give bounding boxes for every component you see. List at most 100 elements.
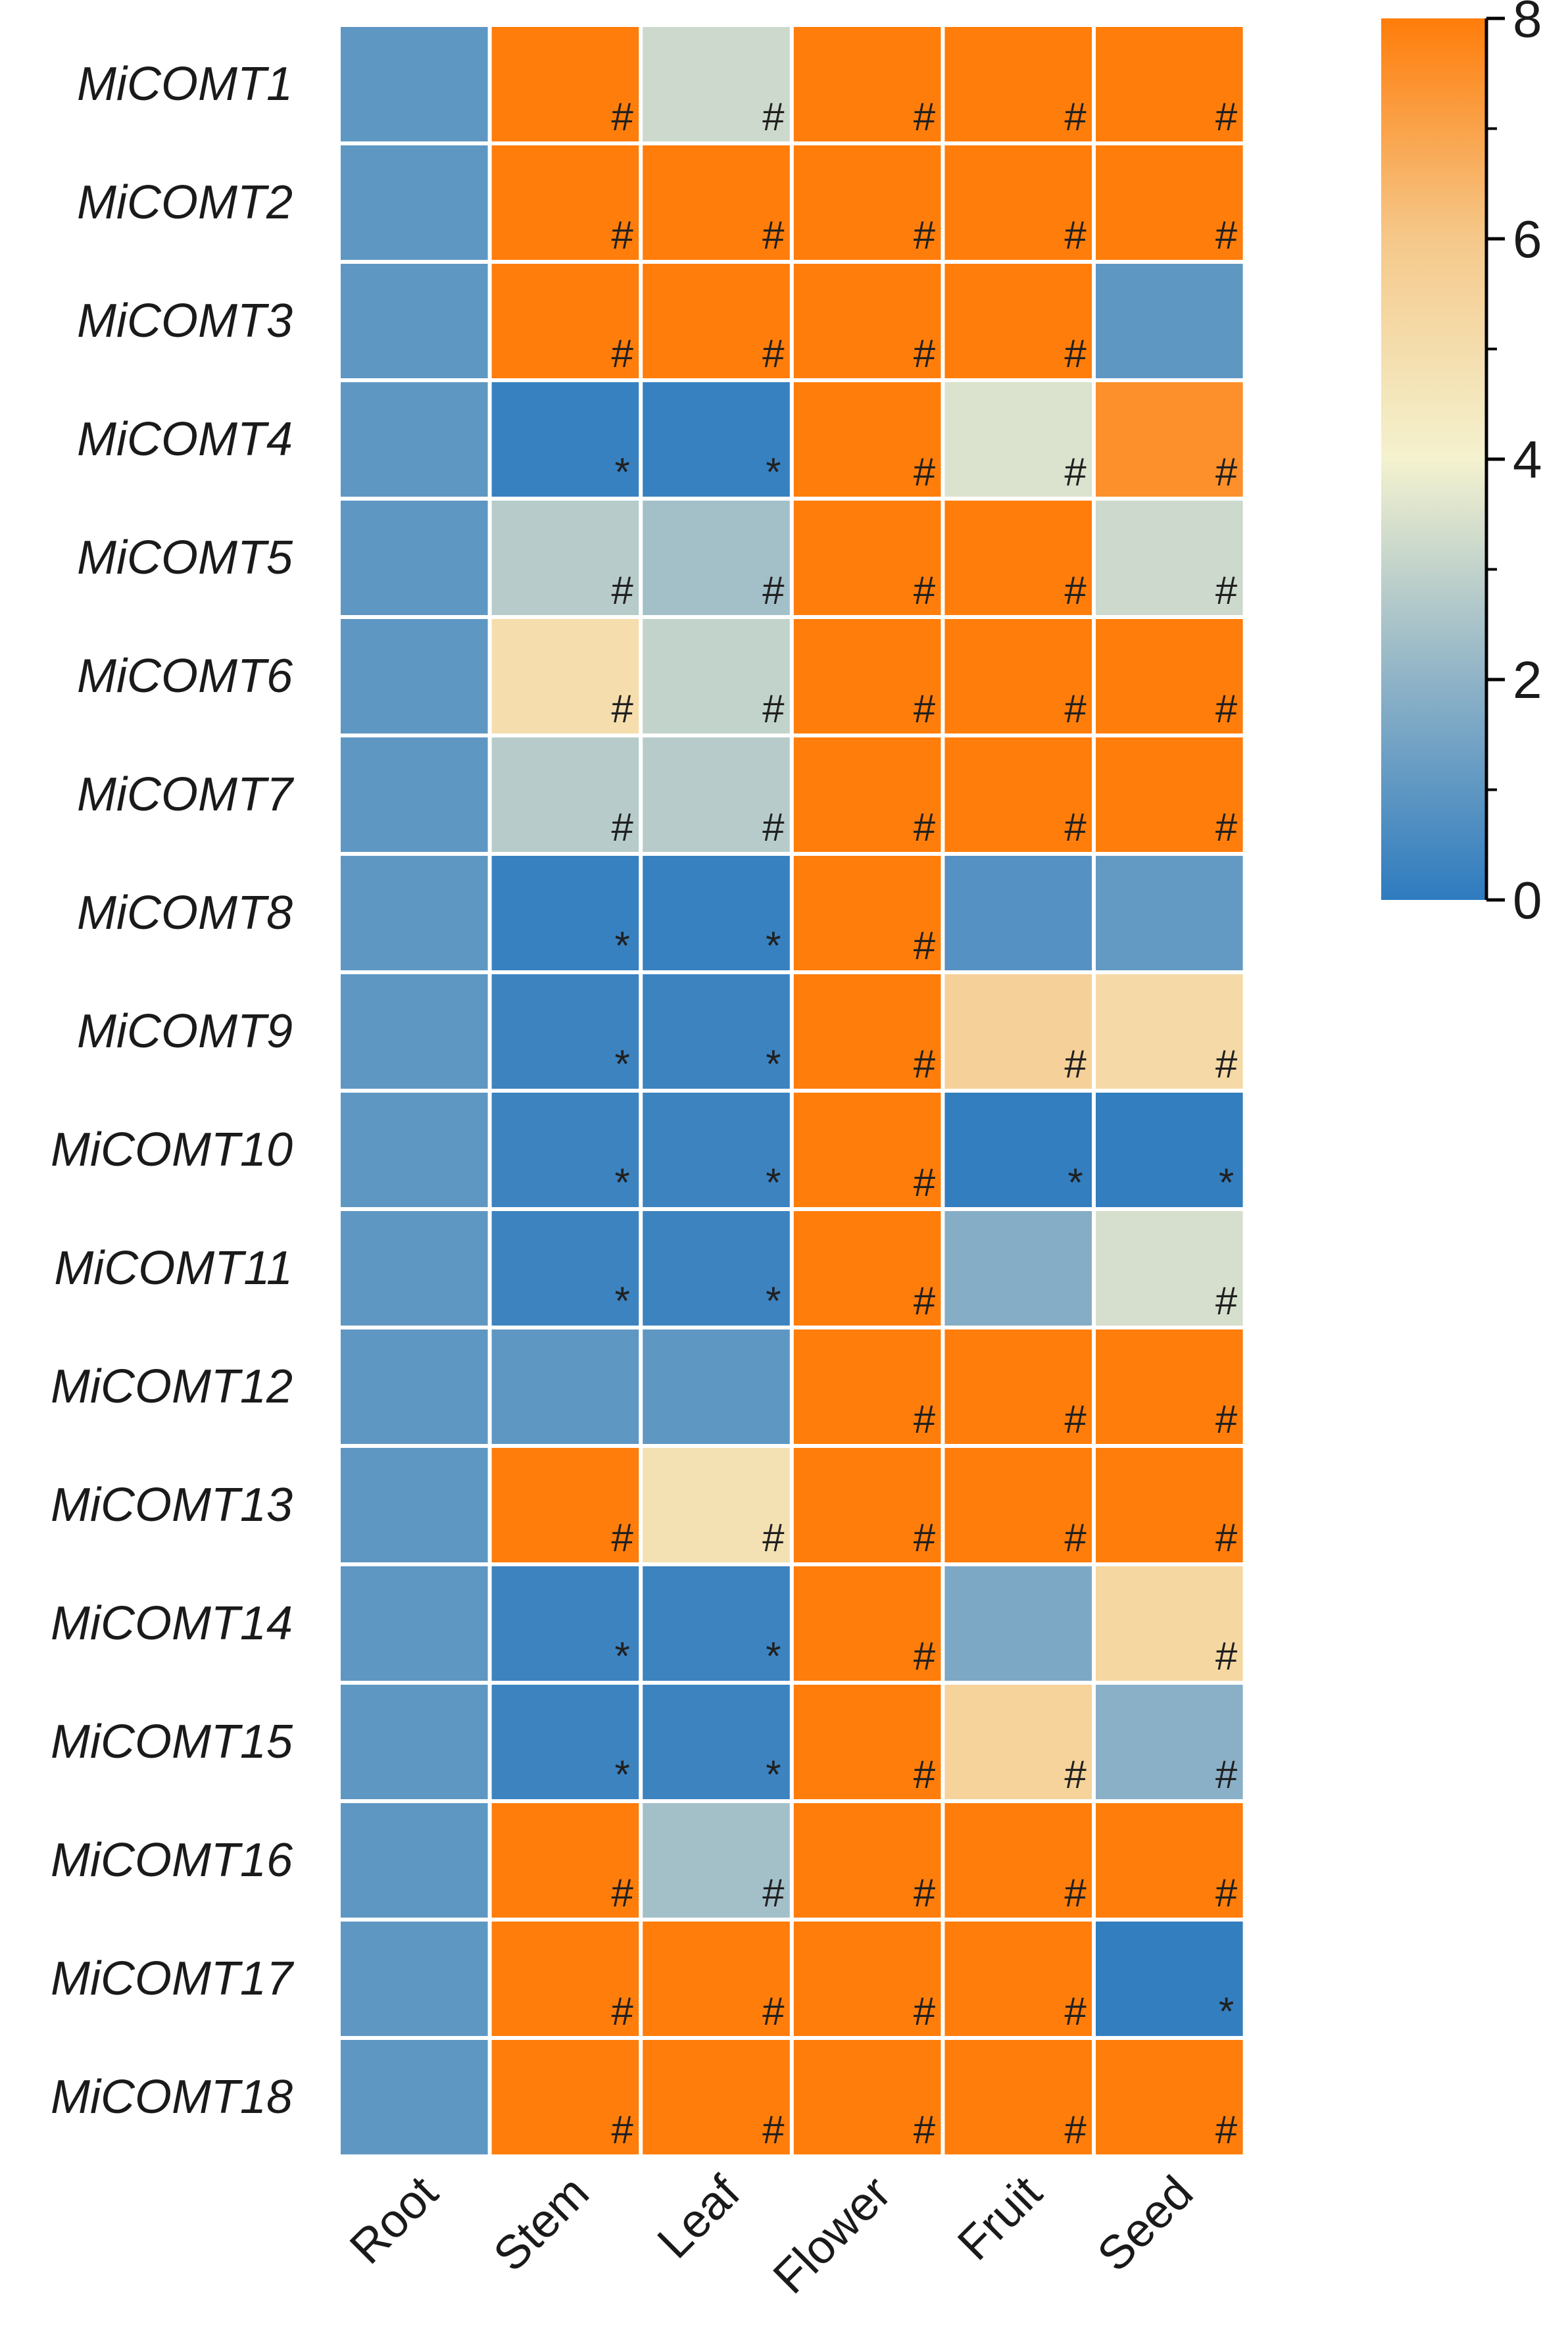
row-label-MiCOMT7: MiCOMT7	[77, 768, 295, 821]
cell-MiCOMT4-Seed	[1096, 382, 1243, 497]
mark-MiCOMT1-Stem: #	[612, 95, 634, 139]
cell-MiCOMT3-Seed	[1096, 264, 1243, 378]
mark-MiCOMT6-Stem: #	[612, 687, 634, 731]
cell-MiCOMT12-Fruit	[944, 1329, 1092, 1444]
colorbar-tick-label-2: 2	[1513, 651, 1542, 709]
cell-MiCOMT4-Fruit	[944, 382, 1092, 497]
cell-MiCOMT5-Root	[341, 501, 488, 615]
row-label-MiCOMT12: MiCOMT12	[51, 1360, 293, 1413]
cell-MiCOMT9-Flower	[793, 974, 941, 1089]
cell-MiCOMT12-Leaf	[643, 1329, 790, 1444]
cell-MiCOMT1-Stem	[491, 27, 639, 141]
cell-MiCOMT17-Leaf	[643, 1922, 790, 2036]
cell-MiCOMT8-Fruit	[944, 856, 1092, 970]
mark-MiCOMT7-Seed: #	[1215, 805, 1238, 849]
row-label-MiCOMT13: MiCOMT13	[51, 1479, 293, 1531]
mark-MiCOMT1-Fruit: #	[1064, 95, 1087, 139]
cell-MiCOMT9-Seed	[1096, 974, 1243, 1089]
cell-MiCOMT3-Root	[341, 264, 488, 378]
col-label-Leaf: Leaf	[648, 2166, 750, 2268]
cell-MiCOMT7-Stem	[491, 737, 639, 852]
mark-MiCOMT1-Leaf: #	[762, 95, 785, 139]
cell-MiCOMT6-Flower	[793, 619, 941, 733]
cell-MiCOMT6-Leaf	[643, 619, 790, 733]
colorbar-tick-label-8: 8	[1513, 0, 1542, 48]
mark-MiCOMT7-Flower: #	[914, 805, 936, 849]
mark-MiCOMT6-Seed: #	[1215, 687, 1238, 731]
mark-MiCOMT17-Leaf: #	[762, 1989, 785, 2033]
mark-MiCOMT11-Flower: #	[914, 1279, 936, 1323]
row-label-MiCOMT1: MiCOMT1	[77, 58, 293, 111]
cell-MiCOMT8-Stem	[491, 856, 639, 970]
cell-MiCOMT2-Leaf	[643, 145, 790, 260]
mark-MiCOMT6-Fruit: #	[1064, 687, 1087, 731]
mark-MiCOMT16-Leaf: #	[762, 1871, 785, 1915]
cell-MiCOMT3-Fruit	[944, 264, 1092, 378]
mark-MiCOMT3-Leaf: #	[762, 332, 785, 376]
cell-MiCOMT13-Fruit	[944, 1448, 1092, 1562]
cell-MiCOMT14-Flower	[793, 1566, 941, 1681]
cell-MiCOMT17-Root	[341, 1922, 488, 2036]
cell-MiCOMT12-Root	[341, 1329, 488, 1444]
mark-MiCOMT17-Seed: *	[1219, 1989, 1234, 2033]
row-label-MiCOMT18: MiCOMT18	[51, 2071, 293, 2123]
cell-MiCOMT4-Stem	[491, 382, 639, 497]
mark-MiCOMT15-Stem: *	[615, 1752, 630, 1797]
mark-MiCOMT6-Flower: #	[914, 687, 936, 731]
cell-MiCOMT16-Seed	[1096, 1803, 1243, 1918]
mark-MiCOMT15-Seed: #	[1215, 1752, 1238, 1797]
cell-MiCOMT18-Seed	[1096, 2040, 1243, 2154]
cell-MiCOMT10-Fruit	[944, 1093, 1092, 1207]
mark-MiCOMT11-Seed: #	[1215, 1279, 1238, 1323]
cell-MiCOMT5-Stem	[491, 501, 639, 615]
row-label-MiCOMT16: MiCOMT16	[51, 1834, 293, 1887]
cell-MiCOMT17-Fruit	[944, 1922, 1092, 2036]
cell-MiCOMT5-Seed	[1096, 501, 1243, 615]
mark-MiCOMT15-Leaf: *	[766, 1752, 781, 1797]
cell-MiCOMT9-Fruit	[944, 974, 1092, 1089]
cell-MiCOMT13-Stem	[491, 1448, 639, 1562]
mark-MiCOMT14-Seed: #	[1215, 1634, 1238, 1678]
mark-MiCOMT4-Leaf: *	[766, 450, 781, 494]
cell-MiCOMT1-Seed	[1096, 27, 1243, 141]
cell-MiCOMT8-Root	[341, 856, 488, 970]
col-label-Flower: Flower	[764, 2166, 901, 2304]
significance-marks: # # # # # # # # # # # # # # * * # # # # # # # # # # # # # # # # # # * * # * * #…	[612, 95, 1238, 2152]
colorbar-tick-label-6: 6	[1513, 210, 1542, 268]
cell-MiCOMT10-Stem	[491, 1093, 639, 1207]
mark-MiCOMT13-Flower: #	[914, 1516, 936, 1560]
cell-MiCOMT14-Stem	[491, 1566, 639, 1681]
cell-MiCOMT15-Seed	[1096, 1685, 1243, 1799]
cell-MiCOMT8-Leaf	[643, 856, 790, 970]
cell-MiCOMT14-Leaf	[643, 1566, 790, 1681]
mark-MiCOMT15-Fruit: #	[1064, 1752, 1087, 1797]
cell-MiCOMT10-Leaf	[643, 1093, 790, 1207]
cell-MiCOMT11-Fruit	[944, 1211, 1092, 1326]
cell-MiCOMT11-Seed	[1096, 1211, 1243, 1326]
mark-MiCOMT9-Leaf: *	[766, 1042, 781, 1086]
mark-MiCOMT15-Flower: #	[914, 1752, 936, 1797]
col-label-Seed: Seed	[1088, 2166, 1203, 2281]
mark-MiCOMT13-Leaf: #	[762, 1516, 785, 1560]
mark-MiCOMT16-Stem: #	[612, 1871, 634, 1915]
heatmap-background	[339, 25, 1245, 2156]
cell-MiCOMT15-Leaf	[643, 1685, 790, 1799]
mark-MiCOMT18-Stem: #	[612, 2108, 634, 2152]
mark-MiCOMT13-Seed: #	[1215, 1516, 1238, 1560]
col-label-Root: Root	[340, 2166, 448, 2274]
cell-MiCOMT7-Flower	[793, 737, 941, 852]
mark-MiCOMT16-Fruit: #	[1064, 1871, 1087, 1915]
colorbar-tick-label-4: 4	[1513, 430, 1542, 489]
mark-MiCOMT2-Seed: #	[1215, 213, 1238, 257]
mark-MiCOMT12-Seed: #	[1215, 1397, 1238, 1441]
cell-MiCOMT5-Flower	[793, 501, 941, 615]
cell-MiCOMT16-Leaf	[643, 1803, 790, 1918]
row-label-MiCOMT2: MiCOMT2	[77, 176, 293, 229]
mark-MiCOMT1-Flower: #	[914, 95, 936, 139]
cell-MiCOMT4-Root	[341, 382, 488, 497]
colorbar: 0 2 4 6 8	[1381, 0, 1542, 930]
mark-MiCOMT18-Fruit: #	[1064, 2108, 1087, 2152]
mark-MiCOMT8-Leaf: *	[766, 924, 781, 968]
cell-MiCOMT15-Flower	[793, 1685, 941, 1799]
